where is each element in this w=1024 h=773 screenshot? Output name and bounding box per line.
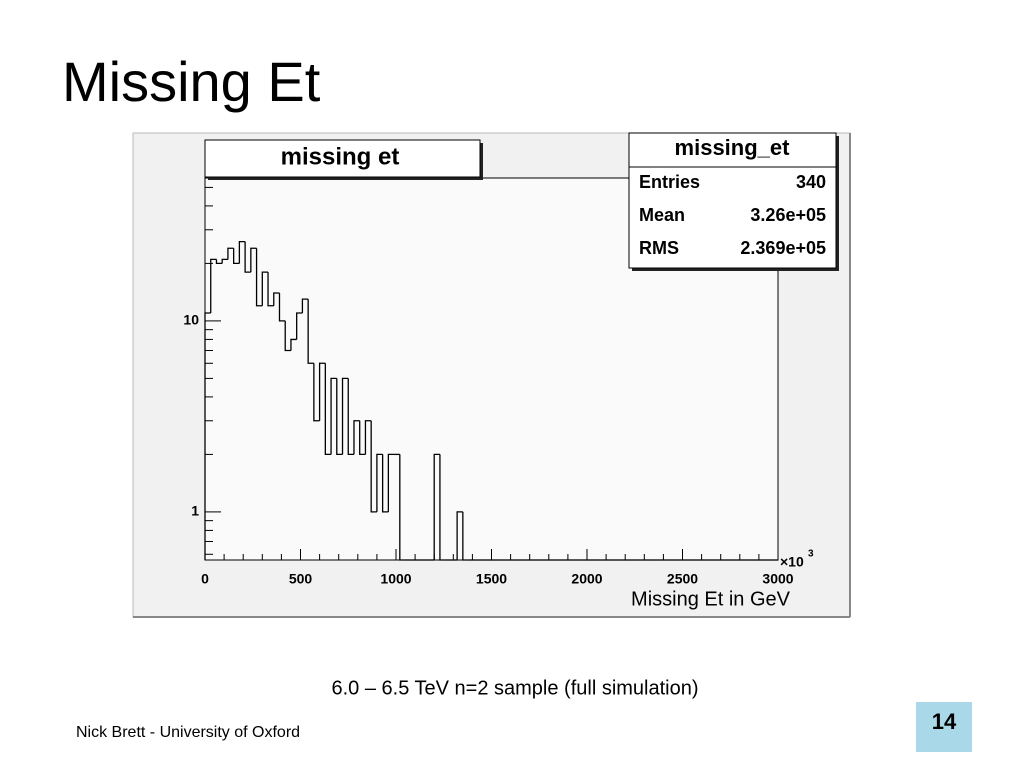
x-axis-label: Missing Et in GeV — [631, 588, 791, 610]
histogram-bin — [290, 338, 297, 351]
histogram-bin — [313, 363, 320, 422]
stats-value: 2.369e+05 — [740, 238, 826, 258]
x-tick-label: 3000 — [762, 571, 793, 587]
histogram-bin — [296, 312, 303, 340]
histogram-bin — [233, 248, 240, 265]
caption: 6.0 – 6.5 TeV n=2 sample (full simulatio… — [331, 677, 698, 699]
histogram-bin — [301, 298, 309, 313]
x-tick-label: 0 — [201, 571, 209, 587]
x-tick-label: 1500 — [476, 571, 507, 587]
histogram-bin — [215, 259, 223, 265]
stats-label: Entries — [639, 172, 700, 192]
histogram-bin — [462, 511, 469, 561]
footer: Nick Brett - University of Oxford — [76, 724, 300, 741]
histogram-bin — [381, 454, 389, 513]
histogram-bin — [210, 258, 217, 313]
x-tick-label: 500 — [289, 571, 313, 587]
x-tick-label: 1000 — [380, 571, 411, 587]
histogram-bin — [330, 377, 337, 455]
histogram-bin — [353, 420, 360, 455]
page-box — [916, 702, 972, 752]
histogram-bin — [284, 320, 291, 352]
histogram-bin — [307, 299, 314, 364]
histogram-bin — [318, 362, 326, 421]
histogram-bin — [278, 292, 286, 322]
histogram-bin — [439, 454, 446, 561]
x-multiplier-exp: 3 — [808, 549, 814, 560]
histogram-bin — [250, 247, 257, 273]
stats-label: Mean — [639, 205, 685, 225]
y-tick-label: 10 — [183, 312, 199, 328]
x-multiplier: ×10 — [780, 554, 804, 570]
histogram-bin — [376, 453, 383, 512]
histogram-bin — [238, 240, 246, 264]
hist-title: missing et — [281, 143, 400, 170]
histogram-bin — [433, 453, 440, 560]
histogram-bin — [267, 272, 274, 307]
histogram-bin — [261, 271, 269, 306]
stats-rows: Entries 340 Mean 3.26e+05 RMS 2.369e+05 — [639, 172, 826, 258]
stats-box — [628, 132, 837, 269]
histogram-bin — [273, 292, 280, 306]
histogram-bin — [324, 363, 332, 456]
histogram-bin — [364, 420, 372, 455]
histogram-bin — [387, 453, 395, 512]
histogram-bin — [204, 312, 211, 560]
title-box — [204, 139, 481, 178]
slide-title: Missing Et — [62, 50, 321, 113]
stats-value: 3.26e+05 — [750, 205, 826, 225]
stats-title: missing_et — [675, 135, 791, 160]
histogram-bin — [341, 377, 349, 455]
histogram-bin — [347, 378, 354, 456]
stats-value: 340 — [796, 172, 826, 192]
x-tick-label: 2000 — [571, 571, 602, 587]
stats-label: RMS — [639, 238, 679, 258]
histogram-bin — [399, 454, 406, 561]
histogram-bin — [227, 247, 234, 260]
histogram-bin — [359, 420, 366, 456]
plot: 0 500 1000 1500 2000 2500 3000 1 10 — [183, 186, 794, 587]
histogram-bin — [370, 420, 377, 513]
y-tick-label: 1 — [191, 503, 199, 519]
x-tick-label: 2500 — [667, 571, 698, 587]
histogram-bin — [255, 248, 263, 307]
histogram-bin — [456, 511, 463, 560]
histogram-bin — [221, 258, 228, 264]
histogram-bin — [336, 378, 343, 456]
histogram-bin — [244, 241, 251, 273]
page-number: 14 — [932, 709, 957, 734]
